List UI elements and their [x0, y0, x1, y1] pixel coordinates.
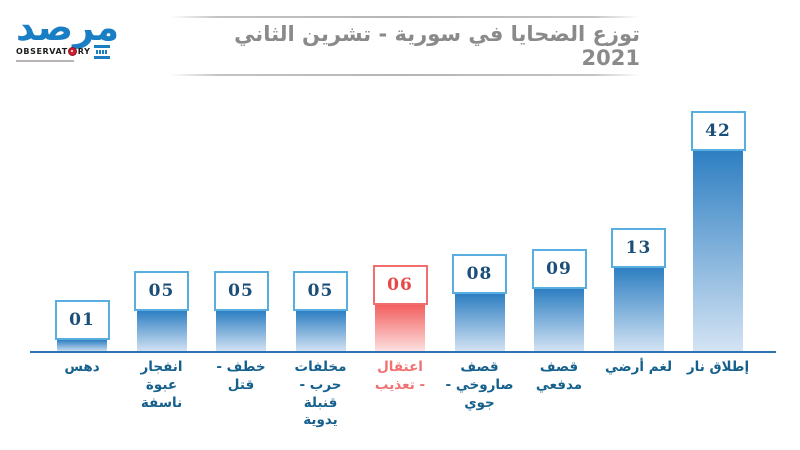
logo-underline — [16, 60, 74, 62]
bar-value-box: 08 — [452, 254, 507, 294]
bar-value: 05 — [148, 281, 175, 301]
logo-latin-left: OBSERVAT — [16, 47, 68, 57]
bar-value-box: 05 — [213, 271, 269, 311]
bar — [693, 151, 743, 352]
bar-value: 01 — [69, 310, 95, 330]
bar-value-box: 06 — [372, 265, 428, 305]
bar-column: 05 — [282, 271, 360, 352]
bar-label: دهس — [64, 359, 100, 375]
title-divider-top — [170, 16, 640, 18]
x-axis-labels: دهس انفجار عبوة ناسفة خطف - قتل مخلفات ح… — [43, 359, 757, 430]
bar — [57, 340, 107, 352]
bar-label: لغم أرضي — [604, 359, 673, 375]
x-axis-line — [30, 351, 776, 353]
observatory-logo: مرصد OBSERVAT RY — [16, 6, 126, 62]
bar-column: 08 — [441, 254, 519, 352]
bar-label: انفجار عبوة ناسفة — [140, 359, 183, 411]
bar-column: 09 — [520, 249, 598, 352]
bar-value-box: 05 — [293, 271, 348, 311]
bar-column-highlighted: 06 — [361, 265, 439, 352]
bar-column: 05 — [123, 271, 201, 352]
logo-badge-icon — [94, 44, 111, 59]
bar-value-box: 05 — [134, 271, 189, 311]
bar-label: قصف مدفعي — [535, 359, 583, 393]
bar-value-box: 42 — [690, 111, 746, 151]
title-box: توزع الضحايا في سورية - تشرين الثاني 202… — [170, 16, 640, 76]
bar — [454, 294, 505, 352]
page-title: توزع الضحايا في سورية - تشرين الثاني 202… — [234, 22, 640, 70]
bar-label-highlighted: اعتقال - تعذيب — [374, 359, 426, 393]
logo-latin-row: OBSERVAT RY — [16, 44, 126, 59]
bar — [534, 289, 584, 352]
bar-value: 05 — [228, 281, 254, 301]
bar-value-box: 01 — [54, 300, 110, 340]
bar-label: خطف - قتل — [216, 359, 266, 393]
title-divider-bottom — [170, 74, 640, 76]
logo-arabic-text: مرصد — [16, 6, 120, 49]
bar-value: 13 — [625, 238, 652, 258]
bar-value: 09 — [546, 259, 572, 279]
bar-value: 06 — [387, 275, 413, 295]
logo-latin-text: OBSERVAT RY — [16, 47, 91, 57]
bar-value: 08 — [466, 264, 493, 284]
bar-value: 05 — [307, 281, 334, 301]
bar-value-box: 09 — [531, 249, 587, 289]
bar-label: مخلفات حرب - قنبلة يدوية — [294, 359, 347, 429]
bar-column: 42 — [679, 111, 757, 352]
bar — [613, 268, 664, 352]
bar-column: 05 — [202, 271, 280, 352]
bar-label: قصف صاروخي - جوي — [445, 359, 514, 411]
bar-value: 42 — [705, 121, 731, 141]
bar-column: 13 — [600, 228, 678, 352]
bar-column: 01 — [43, 300, 121, 352]
logo-latin-right: RY — [77, 47, 91, 57]
bar — [375, 305, 425, 352]
bar-chart: 01 05 05 05 06 08 09 13 — [43, 95, 757, 352]
bar — [136, 311, 187, 352]
bar-value-box: 13 — [611, 228, 666, 268]
bar — [295, 311, 346, 352]
red-circle-icon — [68, 47, 78, 57]
bar — [216, 311, 266, 352]
bar-label: إطلاق نار — [686, 359, 750, 375]
